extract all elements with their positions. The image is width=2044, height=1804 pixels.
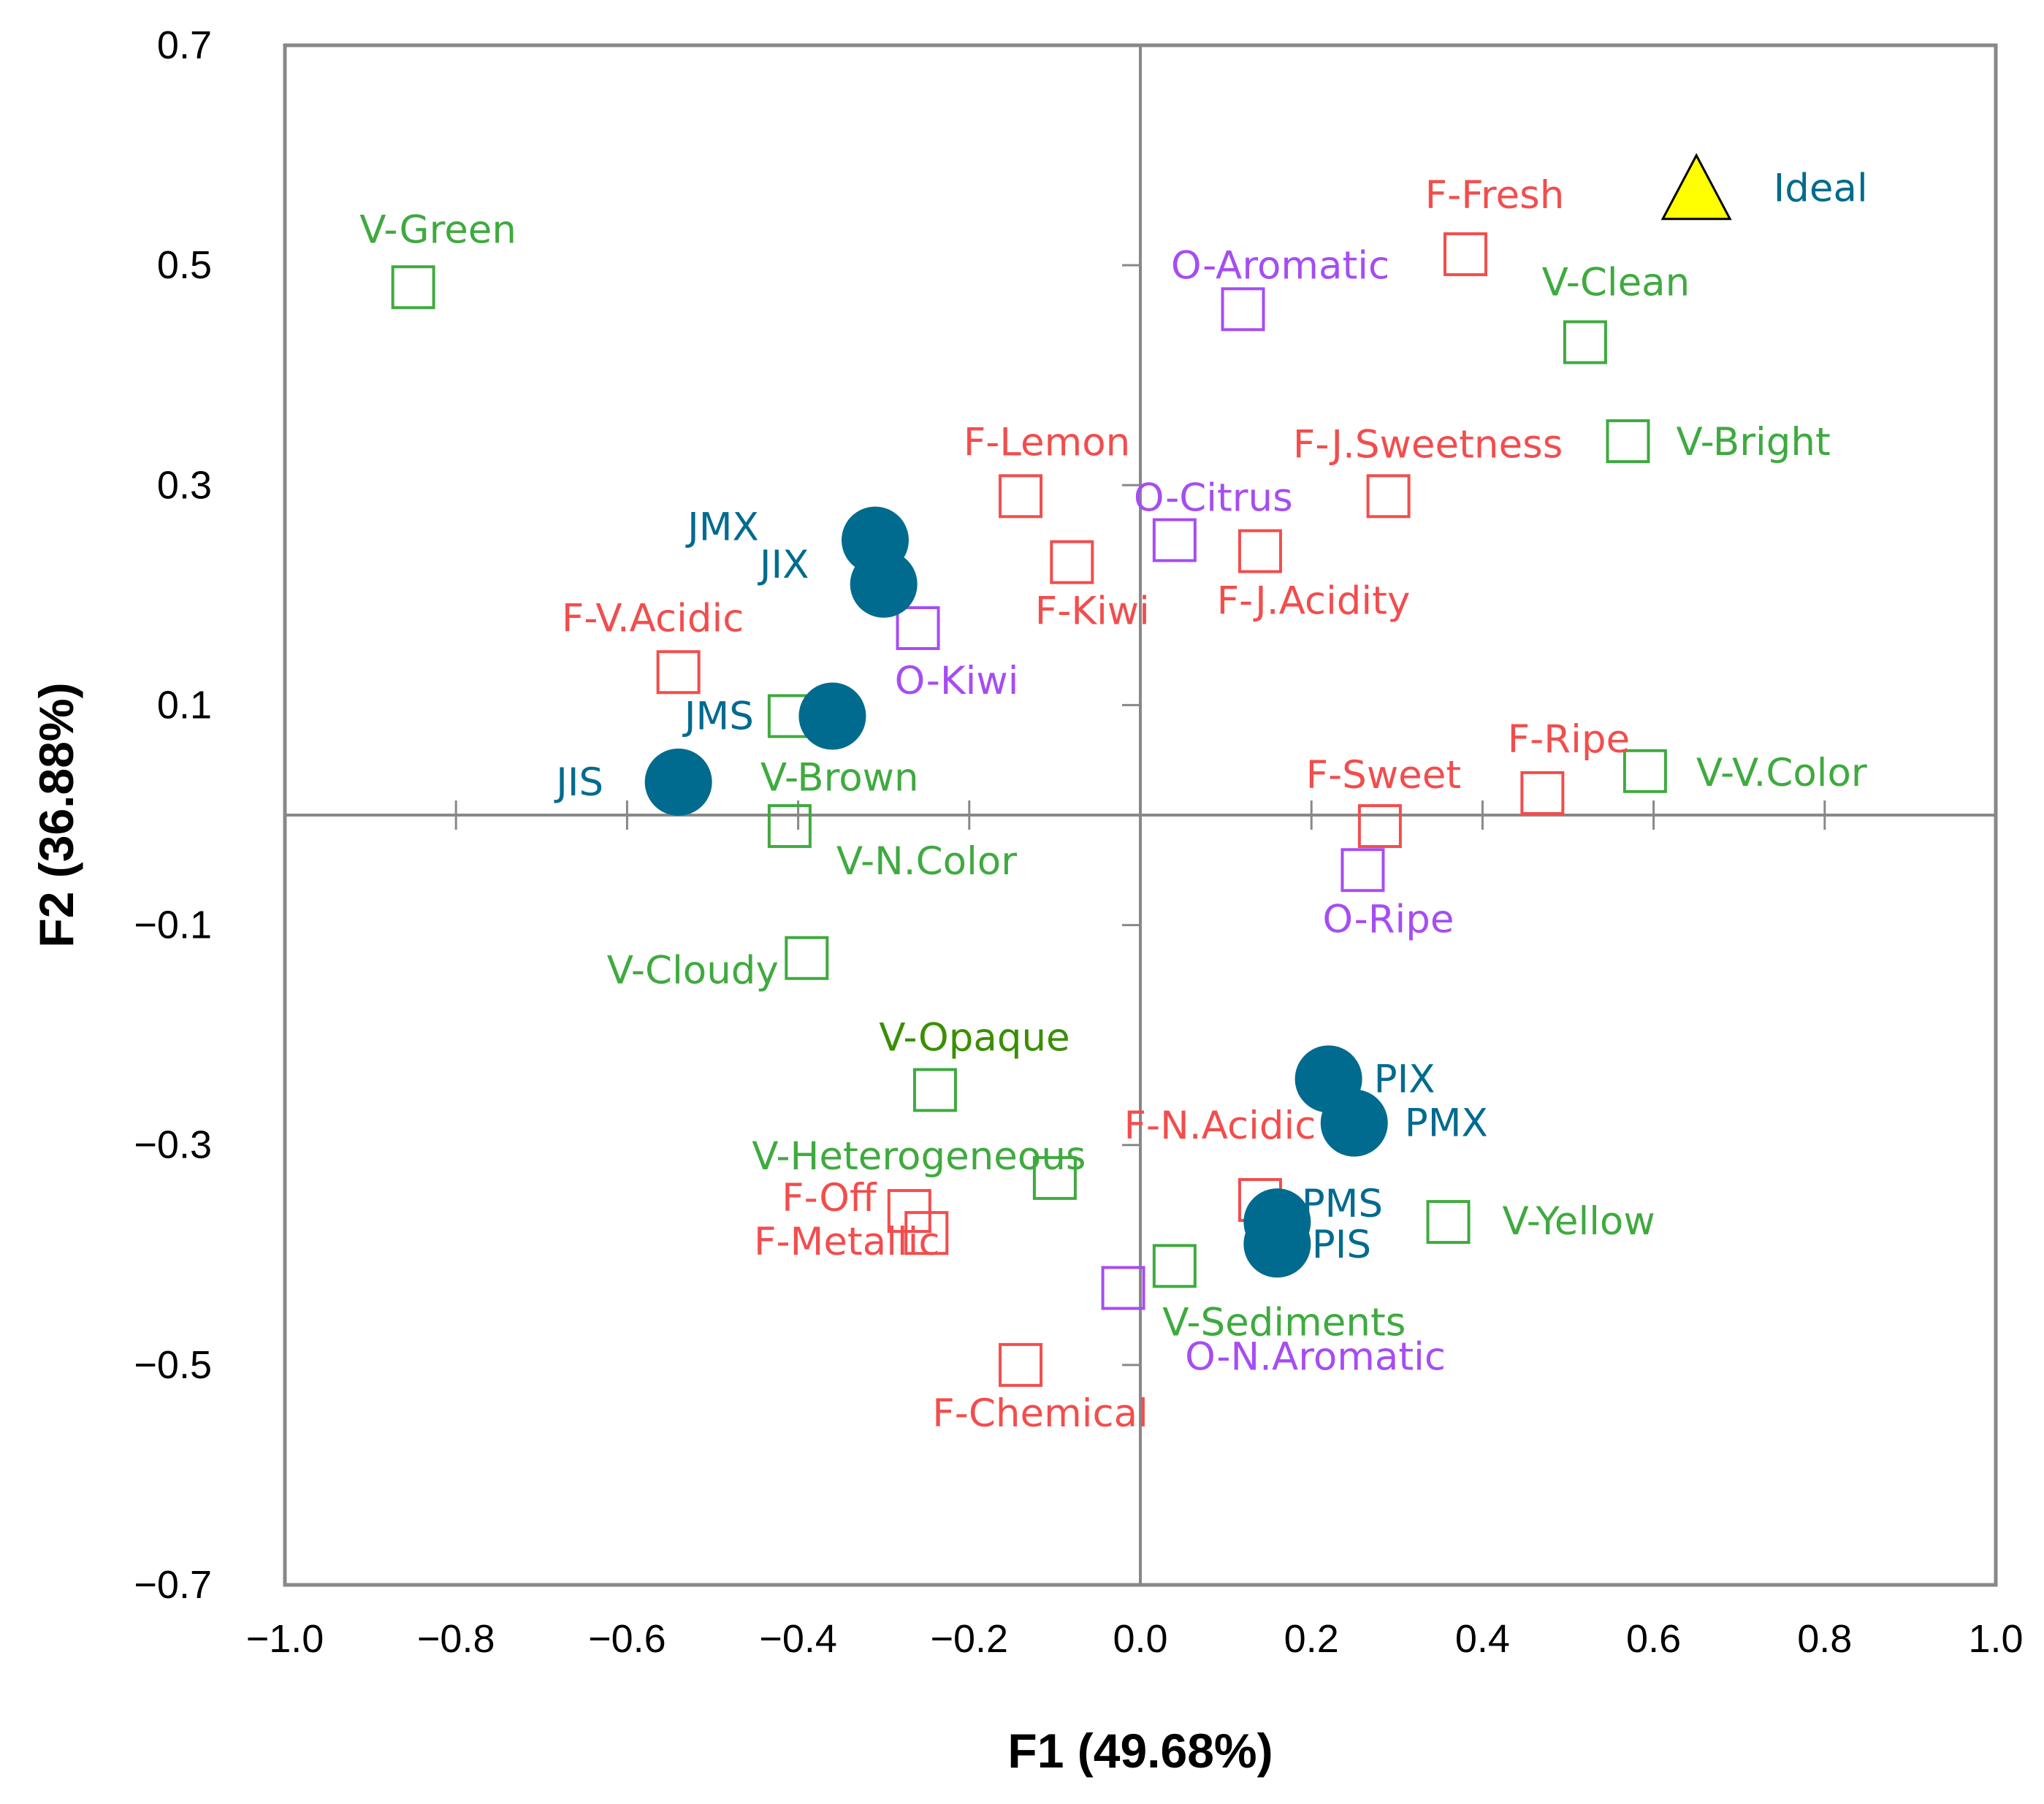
- marker-o-citrus: [1152, 518, 1197, 562]
- y-tick-label: 0.7: [157, 23, 212, 67]
- marker-v-cloudy: [785, 936, 829, 980]
- marker-o-n-aromatic: [1101, 1266, 1145, 1310]
- tick-labels: −1.0 −0.8 −0.6 −0.4 −0.2 0.0 0.2 0.4 0.6 0.8 1.0 0.…: [134, 23, 2023, 1661]
- label-o-n-aromatic: O-N.Aromatic: [1185, 1334, 1446, 1379]
- marker-f-metallic: [904, 1211, 949, 1255]
- marker-f-j-sweetness: [1366, 474, 1411, 519]
- marker-v-yellow: [1426, 1200, 1471, 1245]
- x-tick-label: 0.2: [1284, 1617, 1339, 1661]
- marker-f-v-acidic: [656, 650, 701, 695]
- label-v-v-color: V-V.Color: [1696, 751, 1867, 795]
- marker-v-bright: [1606, 419, 1650, 464]
- y-axis-title: F2 (36.88%): [29, 682, 83, 947]
- y-tick-label: 0.5: [157, 243, 212, 287]
- label-f-metallic: F-Metallic: [754, 1220, 940, 1264]
- x-tick-label: −0.8: [417, 1617, 495, 1661]
- marker-f-j-acidity: [1238, 529, 1282, 573]
- label-jms: JMS: [682, 694, 754, 738]
- data-labels: F-Fresh F-J.Sweetness F-Lemon F-Kiwi F-J.Aci…: [359, 167, 1867, 1436]
- x-tick-label: 0.8: [1797, 1617, 1852, 1661]
- x-tick-label: 0.6: [1626, 1617, 1681, 1661]
- label-v-clean: V-Clean: [1542, 261, 1690, 305]
- marker-o-ripe: [1341, 848, 1385, 893]
- label-v-opaque: V-Opaque: [879, 1015, 1069, 1060]
- label-jis: JIS: [554, 760, 603, 805]
- marker-f-chemical: [999, 1342, 1043, 1387]
- x-tick-label: −0.2: [930, 1617, 1008, 1661]
- x-tick-label: −1.0: [246, 1617, 324, 1661]
- marker-pmx: [1320, 1089, 1388, 1157]
- label-v-heterogeneous: V-Heterogeneous: [752, 1134, 1086, 1179]
- marker-f-ripe: [1520, 771, 1565, 815]
- label-o-citrus: O-Citrus: [1134, 476, 1293, 521]
- label-o-kiwi: O-Kiwi: [895, 659, 1019, 703]
- label-f-chemical: F-Chemical: [932, 1391, 1148, 1436]
- marker-v-opaque: [912, 1068, 957, 1112]
- y-tick-label: 0.1: [157, 683, 212, 727]
- label-v-bright: V-Bright: [1676, 420, 1830, 465]
- marker-f-off: [887, 1189, 931, 1234]
- label-v-sediments: V-Sediments: [1162, 1300, 1406, 1345]
- marker-o-aromatic: [1221, 287, 1265, 332]
- label-f-kiwi: F-Kiwi: [1035, 589, 1150, 634]
- y-tick-label: −0.1: [134, 903, 212, 947]
- x-axis-title: F1 (49.68%): [1007, 1724, 1273, 1778]
- label-o-ripe: O-Ripe: [1322, 897, 1454, 941]
- label-f-n-acidic: F-N.Acidic: [1124, 1104, 1316, 1148]
- x-tick-label: 0.4: [1455, 1617, 1510, 1661]
- label-jix: JIX: [758, 543, 809, 587]
- label-f-j-acidity: F-J.Acidity: [1217, 579, 1411, 624]
- label-f-ripe: F-Ripe: [1508, 717, 1630, 762]
- marker-o-kiwi: [896, 606, 940, 651]
- label-v-cloudy: V-Cloudy: [607, 949, 779, 993]
- label-v-green: V-Green: [359, 207, 516, 252]
- y-tick-label: 0.3: [157, 463, 212, 507]
- x-tick-label: −0.4: [759, 1617, 837, 1661]
- label-f-fresh: F-Fresh: [1425, 173, 1565, 218]
- label-pmx: PMX: [1405, 1101, 1488, 1146]
- axes-layer: [285, 45, 1996, 1585]
- label-v-n-color: V-N.Color: [836, 839, 1017, 884]
- x-tick-label: −0.6: [588, 1617, 666, 1661]
- label-f-off: F-Off: [782, 1176, 877, 1220]
- marker-pis: [1243, 1210, 1311, 1278]
- marker-jis: [644, 748, 712, 816]
- label-f-lemon: F-Lemon: [964, 420, 1130, 465]
- marker-v-v-color: [1622, 749, 1667, 793]
- y-tick-label: −0.7: [134, 1563, 212, 1607]
- label-ideal: Ideal: [1774, 167, 1868, 211]
- data-markers: [391, 153, 1732, 1387]
- label-pix: PIX: [1374, 1057, 1435, 1101]
- marker-f-kiwi: [1050, 540, 1094, 584]
- marker-v-green: [391, 265, 435, 310]
- label-f-sweet: F-Sweet: [1306, 753, 1462, 798]
- marker-f-sweet: [1357, 804, 1402, 849]
- marker-jix: [850, 550, 918, 618]
- label-pis: PIS: [1312, 1223, 1371, 1267]
- label-pms: PMS: [1302, 1182, 1383, 1226]
- marker-v-sediments: [1152, 1244, 1197, 1288]
- label-v-brown: V-Brown: [760, 755, 919, 800]
- x-tick-label: 1.0: [1968, 1617, 2023, 1661]
- y-tick-label: −0.5: [134, 1343, 212, 1387]
- label-f-v-acidic: F-V.Acidic: [562, 596, 744, 641]
- label-f-j-sweetness: F-J.Sweetness: [1293, 422, 1563, 467]
- marker-f-lemon: [999, 474, 1043, 519]
- marker-f-fresh: [1443, 232, 1487, 277]
- marker-v-heterogeneous: [1032, 1155, 1077, 1200]
- label-o-aromatic: O-Aromatic: [1171, 243, 1389, 288]
- x-tick-label: 0.0: [1113, 1617, 1167, 1661]
- marker-v-clean: [1563, 320, 1607, 364]
- label-v-yellow: V-Yellow: [1503, 1199, 1655, 1244]
- marker-jms: [798, 682, 866, 750]
- marker-v-n-color: [767, 804, 812, 849]
- label-jmx: JMX: [685, 505, 759, 550]
- y-tick-label: −0.3: [134, 1123, 212, 1167]
- marker-ideal: [1660, 153, 1732, 221]
